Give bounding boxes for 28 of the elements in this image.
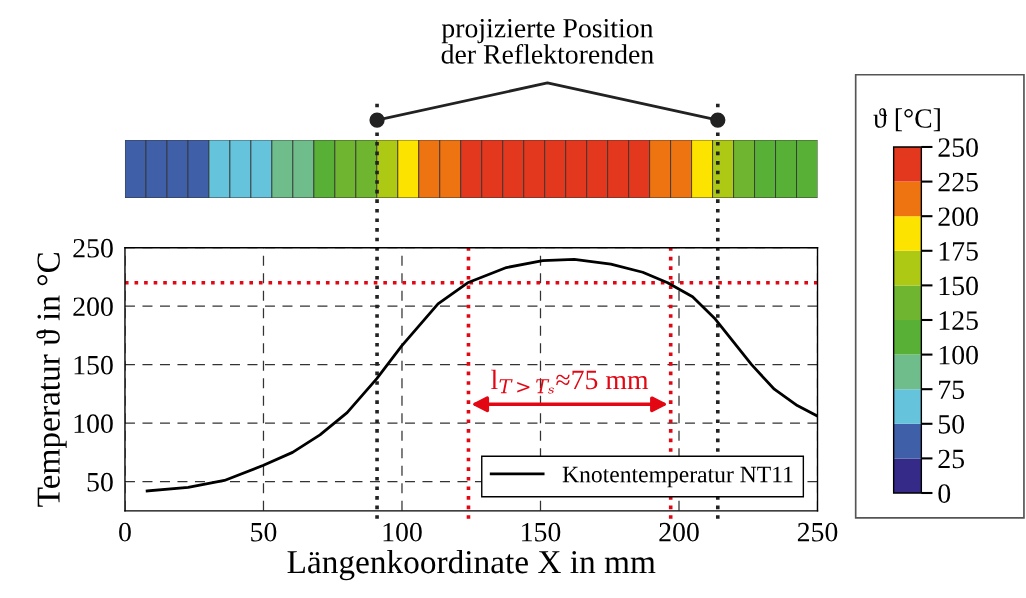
color-bar-label: 200 <box>938 207 978 227</box>
y-tick-label: 150 <box>74 355 113 375</box>
x-tick-label: 50 <box>251 522 277 542</box>
x-tick-label: 250 <box>797 522 838 542</box>
x-tick-label: 0 <box>119 522 131 542</box>
color-bar-label: 0 <box>938 484 951 503</box>
y-axis-title: Temperatur ϑ in °C <box>36 253 67 507</box>
text: projizierte Position der Reflektorenden <box>441 18 654 64</box>
legend-label: Knotentemperatur NT11 <box>562 466 793 488</box>
color-bar-label: 250 <box>938 138 978 157</box>
color-bar-title: ϑ [°C] <box>873 108 940 132</box>
color-bar-label: 125 <box>939 311 978 330</box>
x-tick-label: 150 <box>522 522 561 542</box>
color-bar-label: 50 <box>938 414 965 434</box>
x-axis-title: Längenkoordinate X in mm <box>287 549 656 581</box>
color-bar-label: 175 <box>939 242 978 261</box>
color-bar-label: 100 <box>939 345 978 365</box>
y-tick-label: 100 <box>74 414 113 434</box>
y-tick-label: 50 <box>87 472 113 492</box>
color-bar-label: 75 <box>939 380 965 400</box>
y-tick-label: 200 <box>73 297 113 317</box>
annotation: l$_{T>Tₛ}$≈75 mm <box>491 369 649 394</box>
y-tick-label: 250 <box>73 238 113 258</box>
color-bar-label: 25 <box>938 449 965 469</box>
x-tick-label: 200 <box>659 522 699 542</box>
color-bar-label: 150 <box>939 276 978 296</box>
x-tick-label: 100 <box>383 522 422 542</box>
color-bar-label: 225 <box>938 172 978 192</box>
